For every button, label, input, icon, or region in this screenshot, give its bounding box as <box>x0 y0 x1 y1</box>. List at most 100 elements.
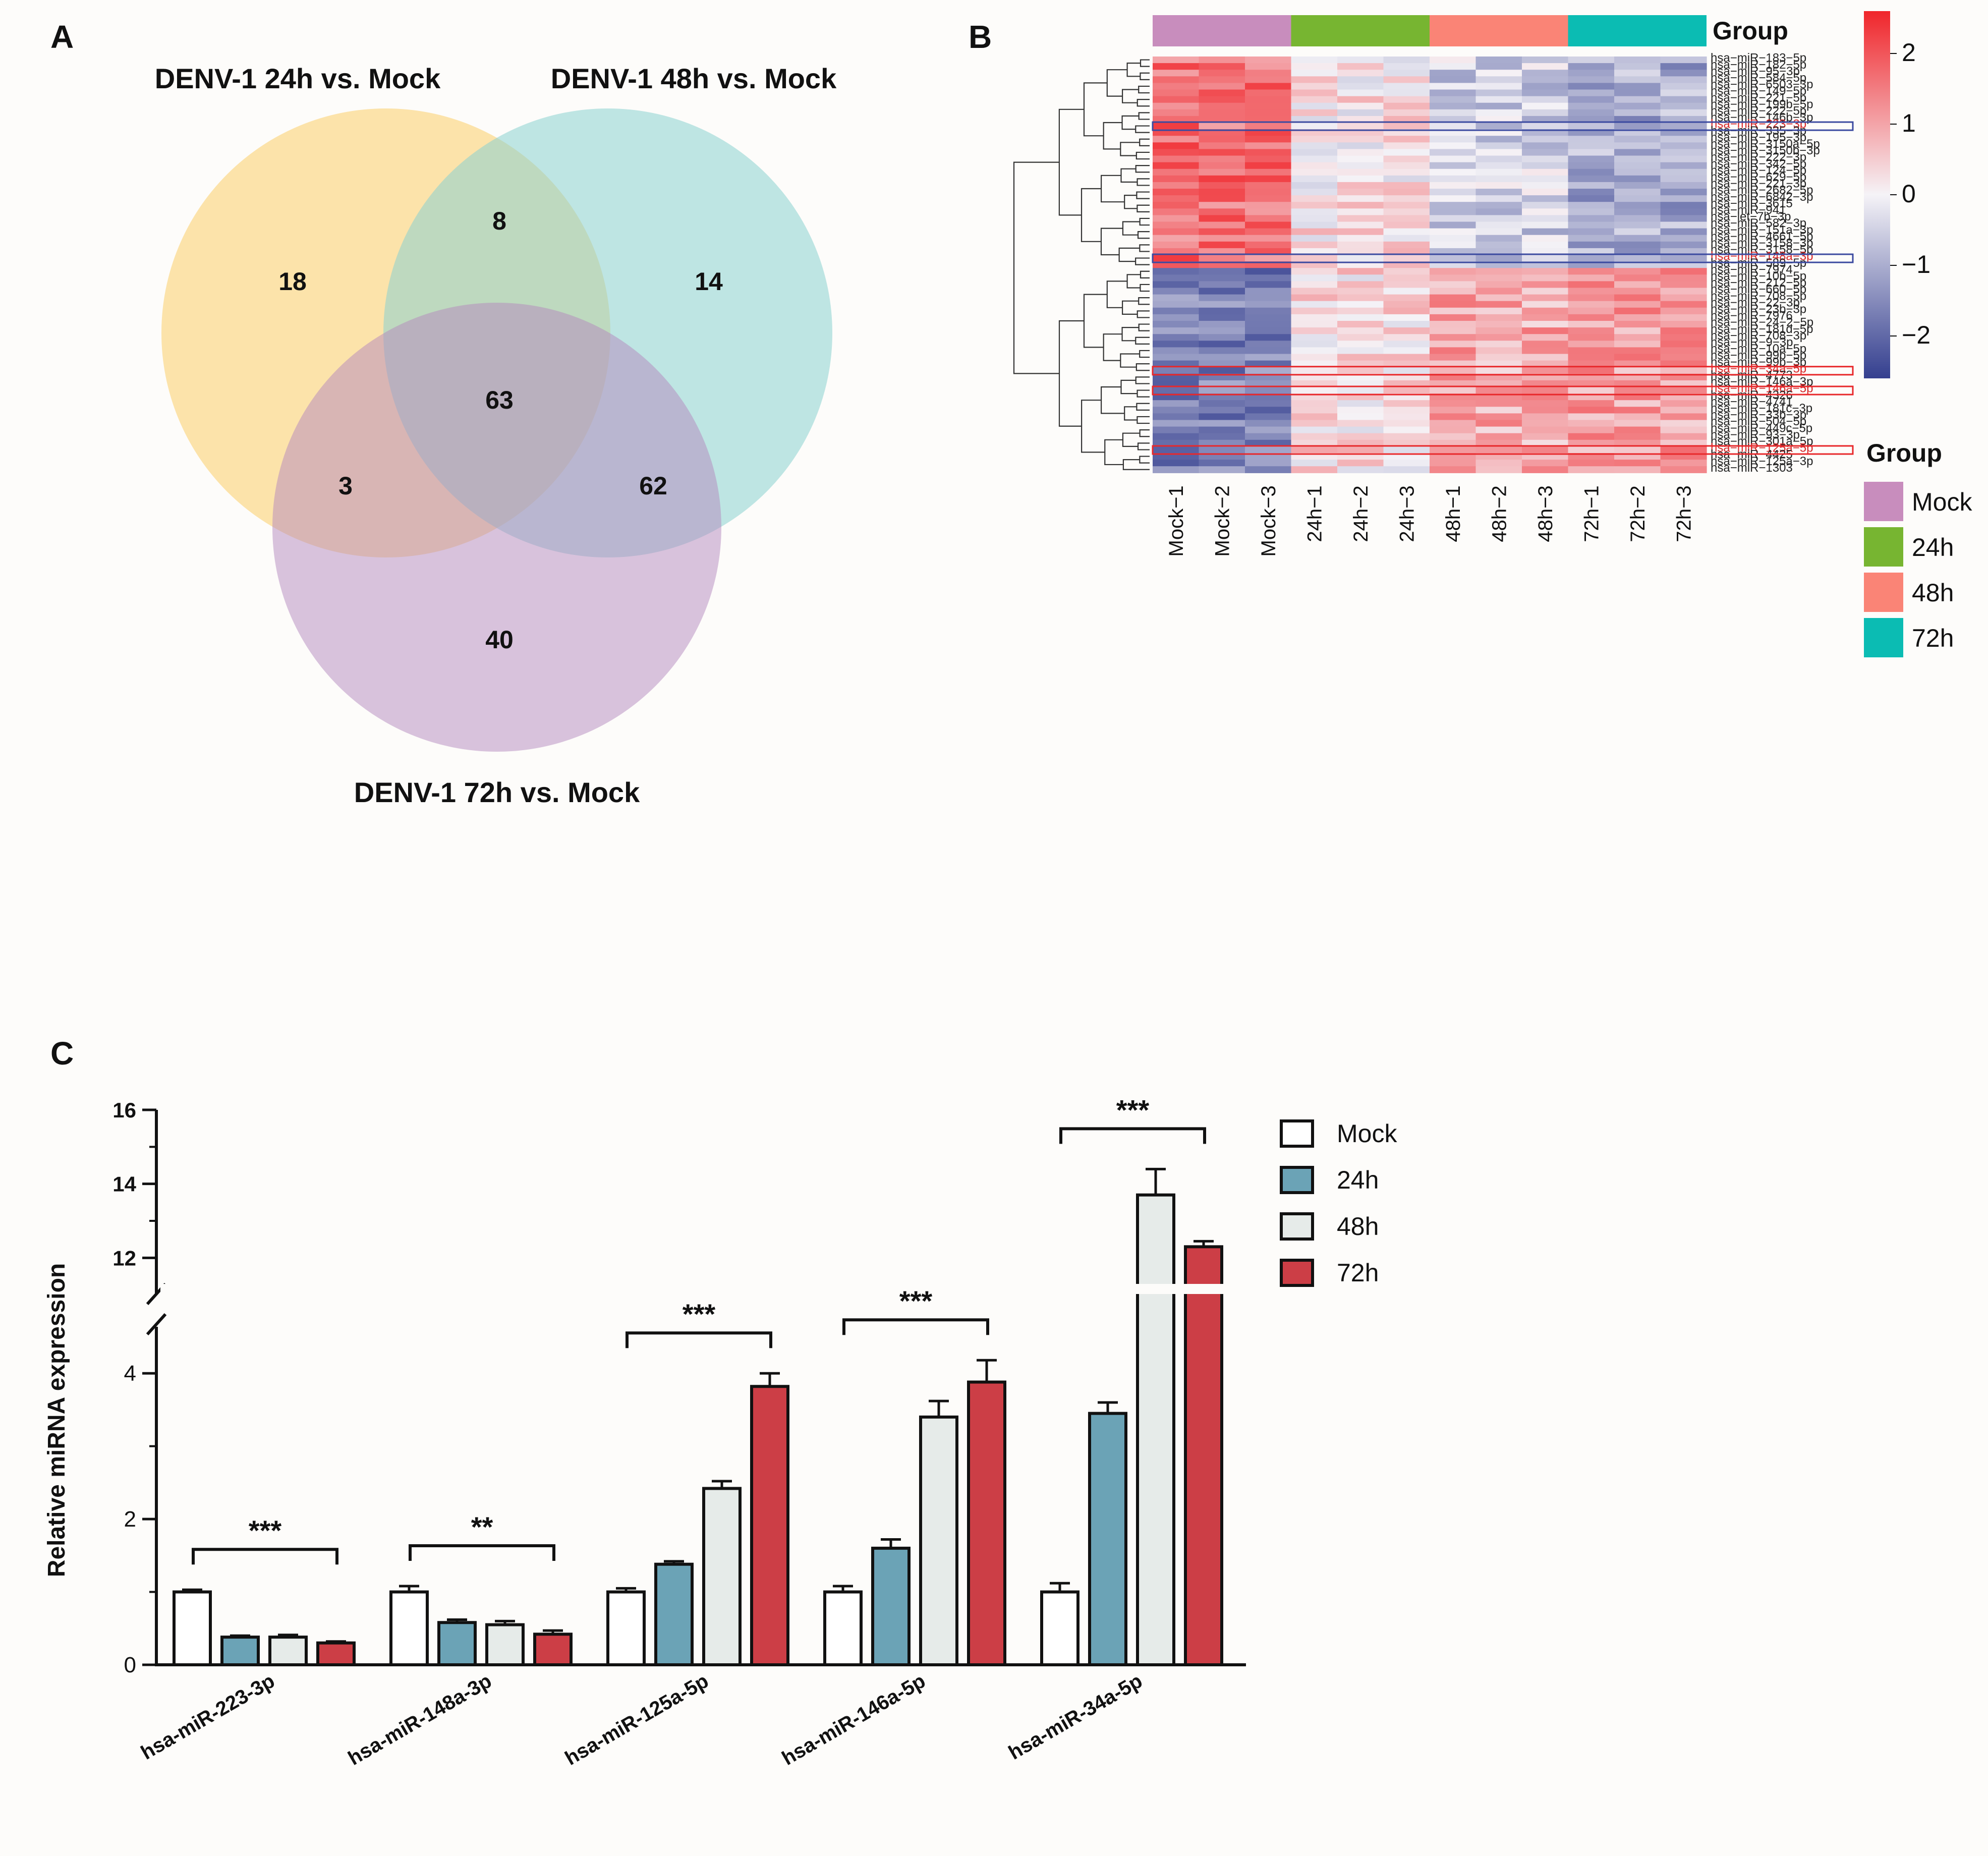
heatmap-sample-label: 72h−1 <box>1580 485 1603 542</box>
heatmap-cell <box>1199 387 1245 394</box>
heatmap-cell <box>1199 57 1245 64</box>
heatmap-cell <box>1383 76 1430 83</box>
heatmap-cell <box>1430 301 1476 308</box>
heatmap-cell <box>1614 281 1661 289</box>
heatmap-cell <box>1291 426 1338 434</box>
group-bar-mock <box>1153 15 1291 46</box>
heatmap-cell <box>1522 433 1569 440</box>
heatmap-cell <box>1430 57 1476 64</box>
heatmap-row-label: hsa−miR−6503−3p <box>1711 78 1813 91</box>
heatmap-cell <box>1475 301 1522 308</box>
panel-c-letter: C <box>50 1035 74 1072</box>
heatmap-grid <box>1153 57 1707 473</box>
legend-swatch-72h <box>1864 618 1903 657</box>
heatmap-cell <box>1337 360 1384 368</box>
heatmap-cell <box>1430 195 1476 202</box>
heatmap-cell <box>1522 168 1569 176</box>
heatmap-cell <box>1568 116 1615 123</box>
heatmap-cell <box>1614 149 1661 156</box>
bar-mock <box>1040 1590 1080 1667</box>
heatmap-cell <box>1291 347 1338 355</box>
heatmap-cell <box>1337 420 1384 427</box>
heatmap-cell <box>1522 109 1569 117</box>
heatmap-cell <box>1475 182 1522 189</box>
dendrogram-branch <box>1058 320 1084 427</box>
heatmap-cell <box>1199 208 1245 215</box>
heatmap-cell <box>1383 407 1430 414</box>
heatmap-cell <box>1337 400 1384 407</box>
dendrogram-branch <box>1106 69 1127 97</box>
heatmap-cell <box>1245 380 1292 387</box>
heatmap-cell <box>1383 57 1430 64</box>
heatmap-cell <box>1475 380 1522 387</box>
heatmap-row-label: hsa−miR−199b−5p <box>1711 97 1813 111</box>
heatmap-cell <box>1430 446 1476 454</box>
heatmap-cell <box>1199 327 1245 334</box>
axis-break-gap <box>160 1284 1270 1294</box>
heatmap-cell <box>1568 228 1615 236</box>
heatmap-cell <box>1568 387 1615 394</box>
significance-bracket <box>192 1548 338 1565</box>
heatmap-cell <box>1199 281 1245 289</box>
heatmap-cell <box>1660 268 1707 275</box>
heatmap-cell <box>1153 202 1200 209</box>
heatmap-cell <box>1568 407 1615 414</box>
heatmap-cell <box>1291 446 1338 454</box>
heatmap-cell <box>1245 96 1292 103</box>
heatmap-cell <box>1199 301 1245 308</box>
heatmap-row-label: hsa−miR−3615 <box>1711 197 1793 210</box>
heatmap-cell <box>1245 413 1292 421</box>
heatmap-cell <box>1383 288 1430 295</box>
bar-legend-swatch-mock <box>1280 1119 1314 1148</box>
heatmap-cell <box>1475 407 1522 414</box>
heatmap-cell <box>1153 334 1200 341</box>
dendrogram-branch <box>1137 310 1150 318</box>
heatmap-cell <box>1245 123 1292 130</box>
heatmap-cell <box>1245 446 1292 454</box>
heatmap-cell <box>1522 294 1569 302</box>
heatmap-cell <box>1153 281 1200 289</box>
heatmap-cell <box>1614 460 1661 467</box>
heatmap-cell <box>1568 102 1615 110</box>
venn-title-48h: DENV-1 48h vs. Mock <box>551 63 837 94</box>
heatmap-cell <box>1337 221 1384 229</box>
heatmap-cell <box>1430 162 1476 170</box>
heatmap-cell <box>1199 142 1245 149</box>
heatmap-cell <box>1522 102 1569 110</box>
heatmap-cell <box>1337 136 1384 143</box>
heatmap-cell <box>1337 314 1384 321</box>
y-axis-break-mark <box>146 1313 167 1336</box>
heatmap-cell <box>1383 208 1430 215</box>
heatmap-sample-label: 24h−2 <box>1350 485 1372 542</box>
heatmap-cell <box>1660 168 1707 176</box>
heatmap-cell <box>1291 407 1338 414</box>
heatmap-cell <box>1291 70 1338 77</box>
heatmap-cell <box>1291 136 1338 143</box>
heatmap-cell <box>1383 301 1430 308</box>
heatmap-cell <box>1337 195 1384 202</box>
heatmap-cell <box>1614 235 1661 242</box>
heatmap-cell <box>1522 228 1569 236</box>
dendrogram-branch <box>1124 406 1138 421</box>
heatmap-cell <box>1568 63 1615 70</box>
heatmap-cell <box>1383 136 1430 143</box>
bar-category-labels: hsa-miR-223-3p hsa-miR-148a-3p hsa-miR-125… <box>137 1670 1146 1770</box>
heatmap-cell <box>1199 354 1245 361</box>
heatmap-cell <box>1614 413 1661 421</box>
colorbar-tick-label: −2 <box>1902 321 1930 349</box>
bar-legend-label: 72h <box>1337 1259 1379 1287</box>
heatmap-cell <box>1337 341 1384 348</box>
dendrogram-branch <box>1138 297 1150 305</box>
dendrogram-branch <box>1081 188 1102 242</box>
heatmap-row-label: hsa−miR−151a−3p <box>1711 223 1813 237</box>
dendrogram-branch <box>1138 323 1150 331</box>
heatmap-cell <box>1383 413 1430 421</box>
heatmap-sample-label: 24h−1 <box>1303 485 1326 542</box>
dendrogram-branch <box>1137 231 1150 239</box>
heatmap-cell <box>1522 354 1569 361</box>
heatmap-cell <box>1522 155 1569 163</box>
heatmap-cell <box>1614 116 1661 123</box>
heatmap-cell <box>1199 446 1245 454</box>
heatmap-row-label: hsa−miR−504−5p <box>1711 415 1806 428</box>
heatmap-cell <box>1153 189 1200 196</box>
